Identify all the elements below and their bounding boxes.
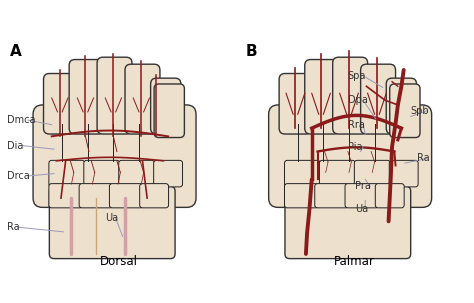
FancyBboxPatch shape [284, 160, 320, 187]
FancyBboxPatch shape [386, 78, 417, 134]
Text: Ua: Ua [105, 213, 118, 223]
FancyBboxPatch shape [118, 160, 155, 187]
Text: Pra: Pra [355, 181, 371, 191]
FancyBboxPatch shape [389, 160, 418, 187]
FancyBboxPatch shape [345, 184, 379, 208]
FancyBboxPatch shape [44, 74, 76, 134]
Text: Rra: Rra [348, 120, 365, 130]
FancyBboxPatch shape [33, 105, 196, 207]
FancyBboxPatch shape [315, 184, 348, 208]
FancyBboxPatch shape [49, 184, 82, 208]
FancyBboxPatch shape [49, 186, 175, 258]
FancyBboxPatch shape [355, 160, 390, 187]
Text: Drca: Drca [8, 171, 30, 181]
FancyBboxPatch shape [390, 84, 420, 138]
FancyBboxPatch shape [151, 78, 181, 134]
FancyBboxPatch shape [285, 186, 410, 258]
Text: Ra: Ra [8, 222, 20, 232]
FancyBboxPatch shape [97, 57, 132, 134]
FancyBboxPatch shape [361, 64, 395, 134]
FancyBboxPatch shape [109, 184, 143, 208]
FancyBboxPatch shape [84, 160, 119, 187]
FancyBboxPatch shape [125, 64, 160, 134]
FancyBboxPatch shape [269, 105, 432, 207]
FancyBboxPatch shape [49, 160, 85, 187]
FancyBboxPatch shape [284, 184, 318, 208]
Text: Ua: Ua [355, 204, 368, 214]
FancyBboxPatch shape [140, 184, 169, 208]
FancyBboxPatch shape [305, 59, 340, 134]
FancyBboxPatch shape [279, 74, 312, 134]
Text: Palmar: Palmar [334, 255, 375, 268]
FancyBboxPatch shape [79, 184, 113, 208]
FancyBboxPatch shape [375, 184, 404, 208]
Text: Dpa: Dpa [348, 95, 368, 105]
Text: A: A [10, 45, 21, 59]
FancyBboxPatch shape [319, 160, 356, 187]
Text: Dmca: Dmca [8, 115, 36, 125]
Text: Dorsal: Dorsal [100, 255, 138, 268]
Text: Spb: Spb [410, 106, 429, 116]
FancyBboxPatch shape [69, 59, 104, 134]
Text: Ra: Ra [417, 154, 429, 164]
Text: Pia: Pia [348, 142, 362, 152]
Text: Dia: Dia [8, 141, 24, 151]
FancyBboxPatch shape [154, 84, 184, 138]
Text: Spa: Spa [348, 71, 366, 81]
FancyBboxPatch shape [154, 160, 182, 187]
Text: B: B [246, 45, 257, 59]
FancyBboxPatch shape [333, 57, 368, 134]
